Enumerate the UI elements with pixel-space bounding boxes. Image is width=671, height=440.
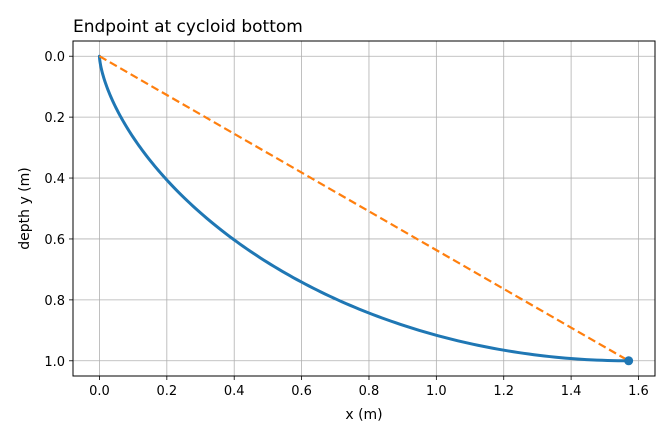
y-tick-label: 0.4 bbox=[44, 172, 65, 187]
x-tick-label: 0.6 bbox=[291, 384, 312, 399]
x-tick-label: 1.2 bbox=[493, 384, 514, 399]
x-tick-label: 0.2 bbox=[156, 384, 177, 399]
y-axis-label: depth y (m) bbox=[17, 167, 33, 250]
x-axis: 0.0 0.2 0.4 0.6 0.8 1.0 1.2 1.4 1.6 bbox=[89, 376, 649, 399]
x-tick-label: 0.4 bbox=[224, 384, 245, 399]
x-tick-label: 1.0 bbox=[426, 384, 447, 399]
series-layer bbox=[97, 54, 634, 366]
y-tick-label: 0.8 bbox=[44, 294, 65, 309]
y-tick-label: 1.0 bbox=[44, 355, 65, 370]
x-tick-label: 0.8 bbox=[359, 384, 380, 399]
x-tick-label: 0.0 bbox=[89, 384, 110, 399]
x-tick-label: 1.6 bbox=[628, 384, 649, 399]
grid bbox=[73, 41, 655, 376]
plot-frame bbox=[72, 40, 656, 377]
y-tick-label: 0.2 bbox=[44, 111, 65, 126]
straight-line-path bbox=[98, 55, 630, 362]
cycloid-curve bbox=[97, 54, 631, 363]
x-axis-label: x (m) bbox=[345, 407, 382, 423]
y-axis: 0.0 0.2 0.4 0.6 0.8 1.0 bbox=[44, 50, 73, 370]
endpoint-marker bbox=[624, 356, 634, 366]
y-tick-label: 0.6 bbox=[44, 233, 65, 248]
chart-title: Endpoint at cycloid bottom bbox=[73, 17, 303, 37]
y-tick-label: 0.0 bbox=[44, 50, 65, 65]
x-tick-label: 1.4 bbox=[561, 384, 582, 399]
